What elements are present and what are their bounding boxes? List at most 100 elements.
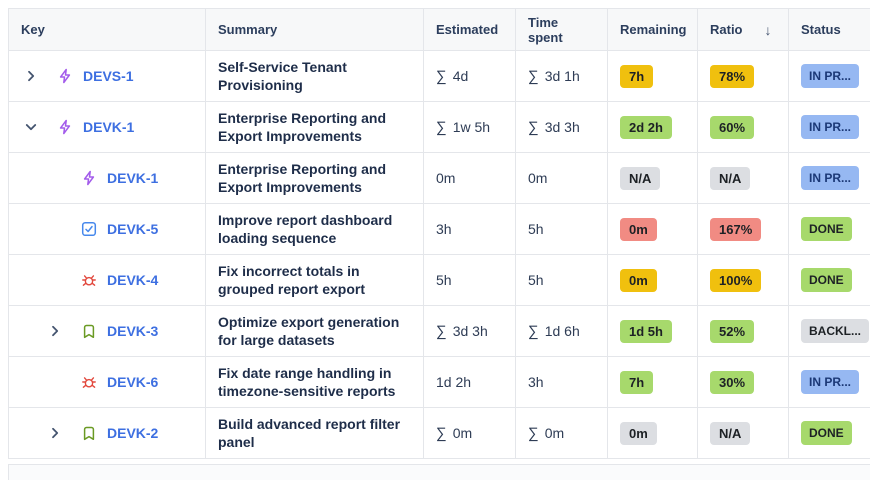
spent-cell: 0m [516, 153, 608, 204]
sum-icon: ∑ [528, 67, 539, 85]
column-header-key[interactable]: Key [9, 9, 206, 51]
issue-key-link[interactable]: DEVK-1 [107, 170, 159, 186]
ratio-badge: N/A [710, 166, 751, 190]
summary-text: Improve report dashboard loading sequenc… [218, 211, 393, 246]
remaining-cell: N/A [608, 153, 698, 204]
spent-value: 0m [544, 425, 565, 441]
epic-icon [57, 68, 73, 84]
sum-icon: ∑ [436, 424, 447, 442]
spent-value: 3d 3h [544, 119, 580, 135]
ratio-badge: 167% [710, 217, 762, 241]
issue-key-link[interactable]: DEVK-2 [107, 425, 159, 441]
ratio-cell: 78% [698, 51, 789, 102]
key-cell: DEVK-3 [9, 306, 206, 357]
remaining-badge: N/A [620, 166, 661, 190]
ratio-cell: 167% [698, 204, 789, 255]
column-header-estimated[interactable]: Estimated [424, 9, 516, 51]
status-badge: IN PR... [801, 64, 860, 88]
estimated-value: 3d 3h [452, 323, 488, 339]
remaining-badge: 1d 5h [620, 319, 672, 343]
issues-table: Key Summary Estimated Time spent Remaini… [8, 8, 870, 459]
chevron-right-icon[interactable] [23, 68, 45, 84]
table-row: DEVK-2 Build advanced report filter panel… [9, 408, 870, 459]
summary-cell: Improve report dashboard loading sequenc… [206, 204, 424, 255]
issue-key-link[interactable]: DEVK-4 [107, 272, 159, 288]
spent-cell: ∑ 1d 6h [516, 306, 608, 357]
ratio-badge: 60% [710, 115, 755, 139]
column-header-time-spent[interactable]: Time spent [516, 9, 608, 51]
summary-cell: Fix incorrect totals in grouped report e… [206, 255, 424, 306]
column-header-status[interactable]: Status [789, 9, 870, 51]
status-badge: DONE [801, 217, 852, 241]
issue-key-link[interactable]: DEVK-5 [107, 221, 159, 237]
spent-value: 5h [528, 221, 544, 237]
sum-icon: ∑ [528, 424, 539, 442]
summary-text: Fix incorrect totals in grouped report e… [218, 262, 366, 297]
key-cell: DEVK-4 [9, 255, 206, 306]
spent-cell: ∑ 3d 3h [516, 102, 608, 153]
spent-cell: ∑ 0m [516, 408, 608, 459]
sum-icon: ∑ [528, 322, 539, 340]
table-row: DEVK-3 Optimize export generation for lar… [9, 306, 870, 357]
chevron-placeholder [47, 221, 69, 237]
summary-text: Enterprise Reporting and Export Improvem… [218, 160, 387, 195]
estimated-value: 3h [436, 221, 452, 237]
chevron-right-icon[interactable] [47, 425, 69, 441]
estimated-cell: 1d 2h [424, 357, 516, 408]
issue-key-link[interactable]: DEVK-6 [107, 374, 159, 390]
status-cell: IN PR... [789, 357, 870, 408]
remaining-badge: 0m [620, 268, 657, 292]
column-header-remaining[interactable]: Remaining [608, 9, 698, 51]
issue-key-link[interactable]: DEVK-3 [107, 323, 159, 339]
spent-value: 5h [528, 272, 544, 288]
sort-descending-icon[interactable]: ↓ [764, 21, 772, 38]
status-cell: IN PR... [789, 51, 870, 102]
chevron-placeholder [47, 170, 69, 186]
sum-icon: ∑ [528, 118, 539, 136]
column-header-summary[interactable]: Summary [206, 9, 424, 51]
chevron-placeholder [47, 374, 69, 390]
epic-icon [81, 170, 97, 186]
sum-icon: ∑ [436, 67, 447, 85]
ratio-badge: 100% [710, 268, 762, 292]
remaining-cell: 2d 2h [608, 102, 698, 153]
summary-text: Self-Service Tenant Provisioning [218, 58, 347, 93]
table-row: DEVK-1 Enterprise Reporting and Export Im… [9, 153, 870, 204]
next-row-partial [8, 464, 870, 480]
column-header-ratio[interactable]: Ratio ↓ [698, 9, 789, 51]
sum-icon: ∑ [436, 322, 447, 340]
estimated-cell: 3h [424, 204, 516, 255]
estimated-cell: ∑ 1w 5h [424, 102, 516, 153]
summary-cell: Build advanced report filter panel [206, 408, 424, 459]
table-row: DEVK-1 Enterprise Reporting and Export Im… [9, 102, 870, 153]
spent-value: 1d 6h [544, 323, 580, 339]
bug-icon [81, 272, 97, 288]
estimated-value: 0m [436, 170, 456, 186]
estimated-cell: 5h [424, 255, 516, 306]
story-icon [81, 323, 97, 339]
chevron-right-icon[interactable] [47, 323, 69, 339]
estimated-cell: ∑ 4d [424, 51, 516, 102]
remaining-cell: 0m [608, 255, 698, 306]
key-cell: DEVK-5 [9, 204, 206, 255]
table-row: DEVS-1 Self-Service Tenant Provisioning ∑ 4… [9, 51, 870, 102]
ratio-badge: 78% [710, 64, 755, 88]
ratio-cell: N/A [698, 408, 789, 459]
chevron-down-icon[interactable] [23, 119, 45, 135]
estimated-value: 5h [436, 272, 452, 288]
summary-cell: Optimize export generation for large dat… [206, 306, 424, 357]
status-cell: IN PR... [789, 153, 870, 204]
ratio-cell: 100% [698, 255, 789, 306]
issue-key-link[interactable]: DEVK-1 [83, 119, 135, 135]
summary-cell: Enterprise Reporting and Export Improvem… [206, 153, 424, 204]
summary-text: Enterprise Reporting and Export Improvem… [218, 109, 387, 144]
status-badge: DONE [801, 268, 852, 292]
issue-key-link[interactable]: DEVS-1 [83, 68, 134, 84]
status-cell: DONE [789, 204, 870, 255]
ratio-badge: 30% [710, 370, 755, 394]
key-cell: DEVS-1 [9, 51, 206, 102]
remaining-badge: 7h [620, 370, 654, 394]
spent-value: 3d 1h [544, 68, 580, 84]
spent-value: 3h [528, 374, 544, 390]
status-cell: DONE [789, 408, 870, 459]
